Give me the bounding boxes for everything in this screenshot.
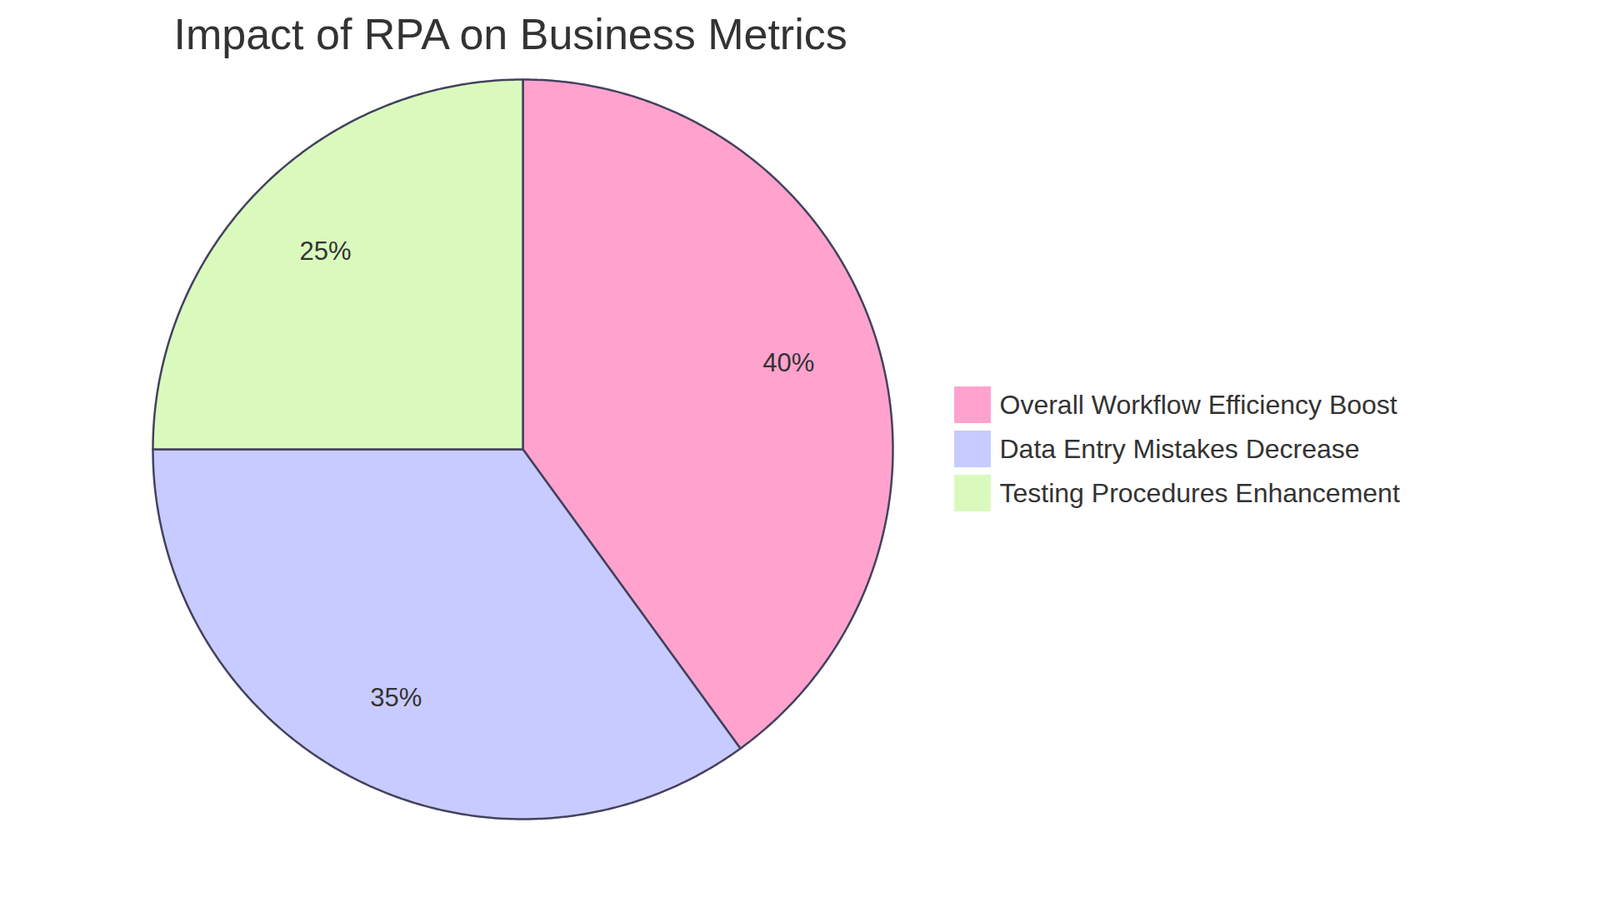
svg-text:25%: 25%	[299, 236, 351, 266]
svg-text:35%: 35%	[370, 683, 422, 713]
svg-text:Impact of RPA on Business Metr: Impact of RPA on Business Metrics	[174, 10, 848, 59]
svg-text:Data Entry Mistakes Decrease: Data Entry Mistakes Decrease	[1000, 434, 1360, 465]
svg-text:40%: 40%	[762, 348, 815, 378]
svg-text:Testing Procedures Enhancement: Testing Procedures Enhancement	[1000, 478, 1400, 509]
svg-text:Overall Workflow Efficiency Bo: Overall Workflow Efficiency Boost	[1000, 390, 1398, 420]
